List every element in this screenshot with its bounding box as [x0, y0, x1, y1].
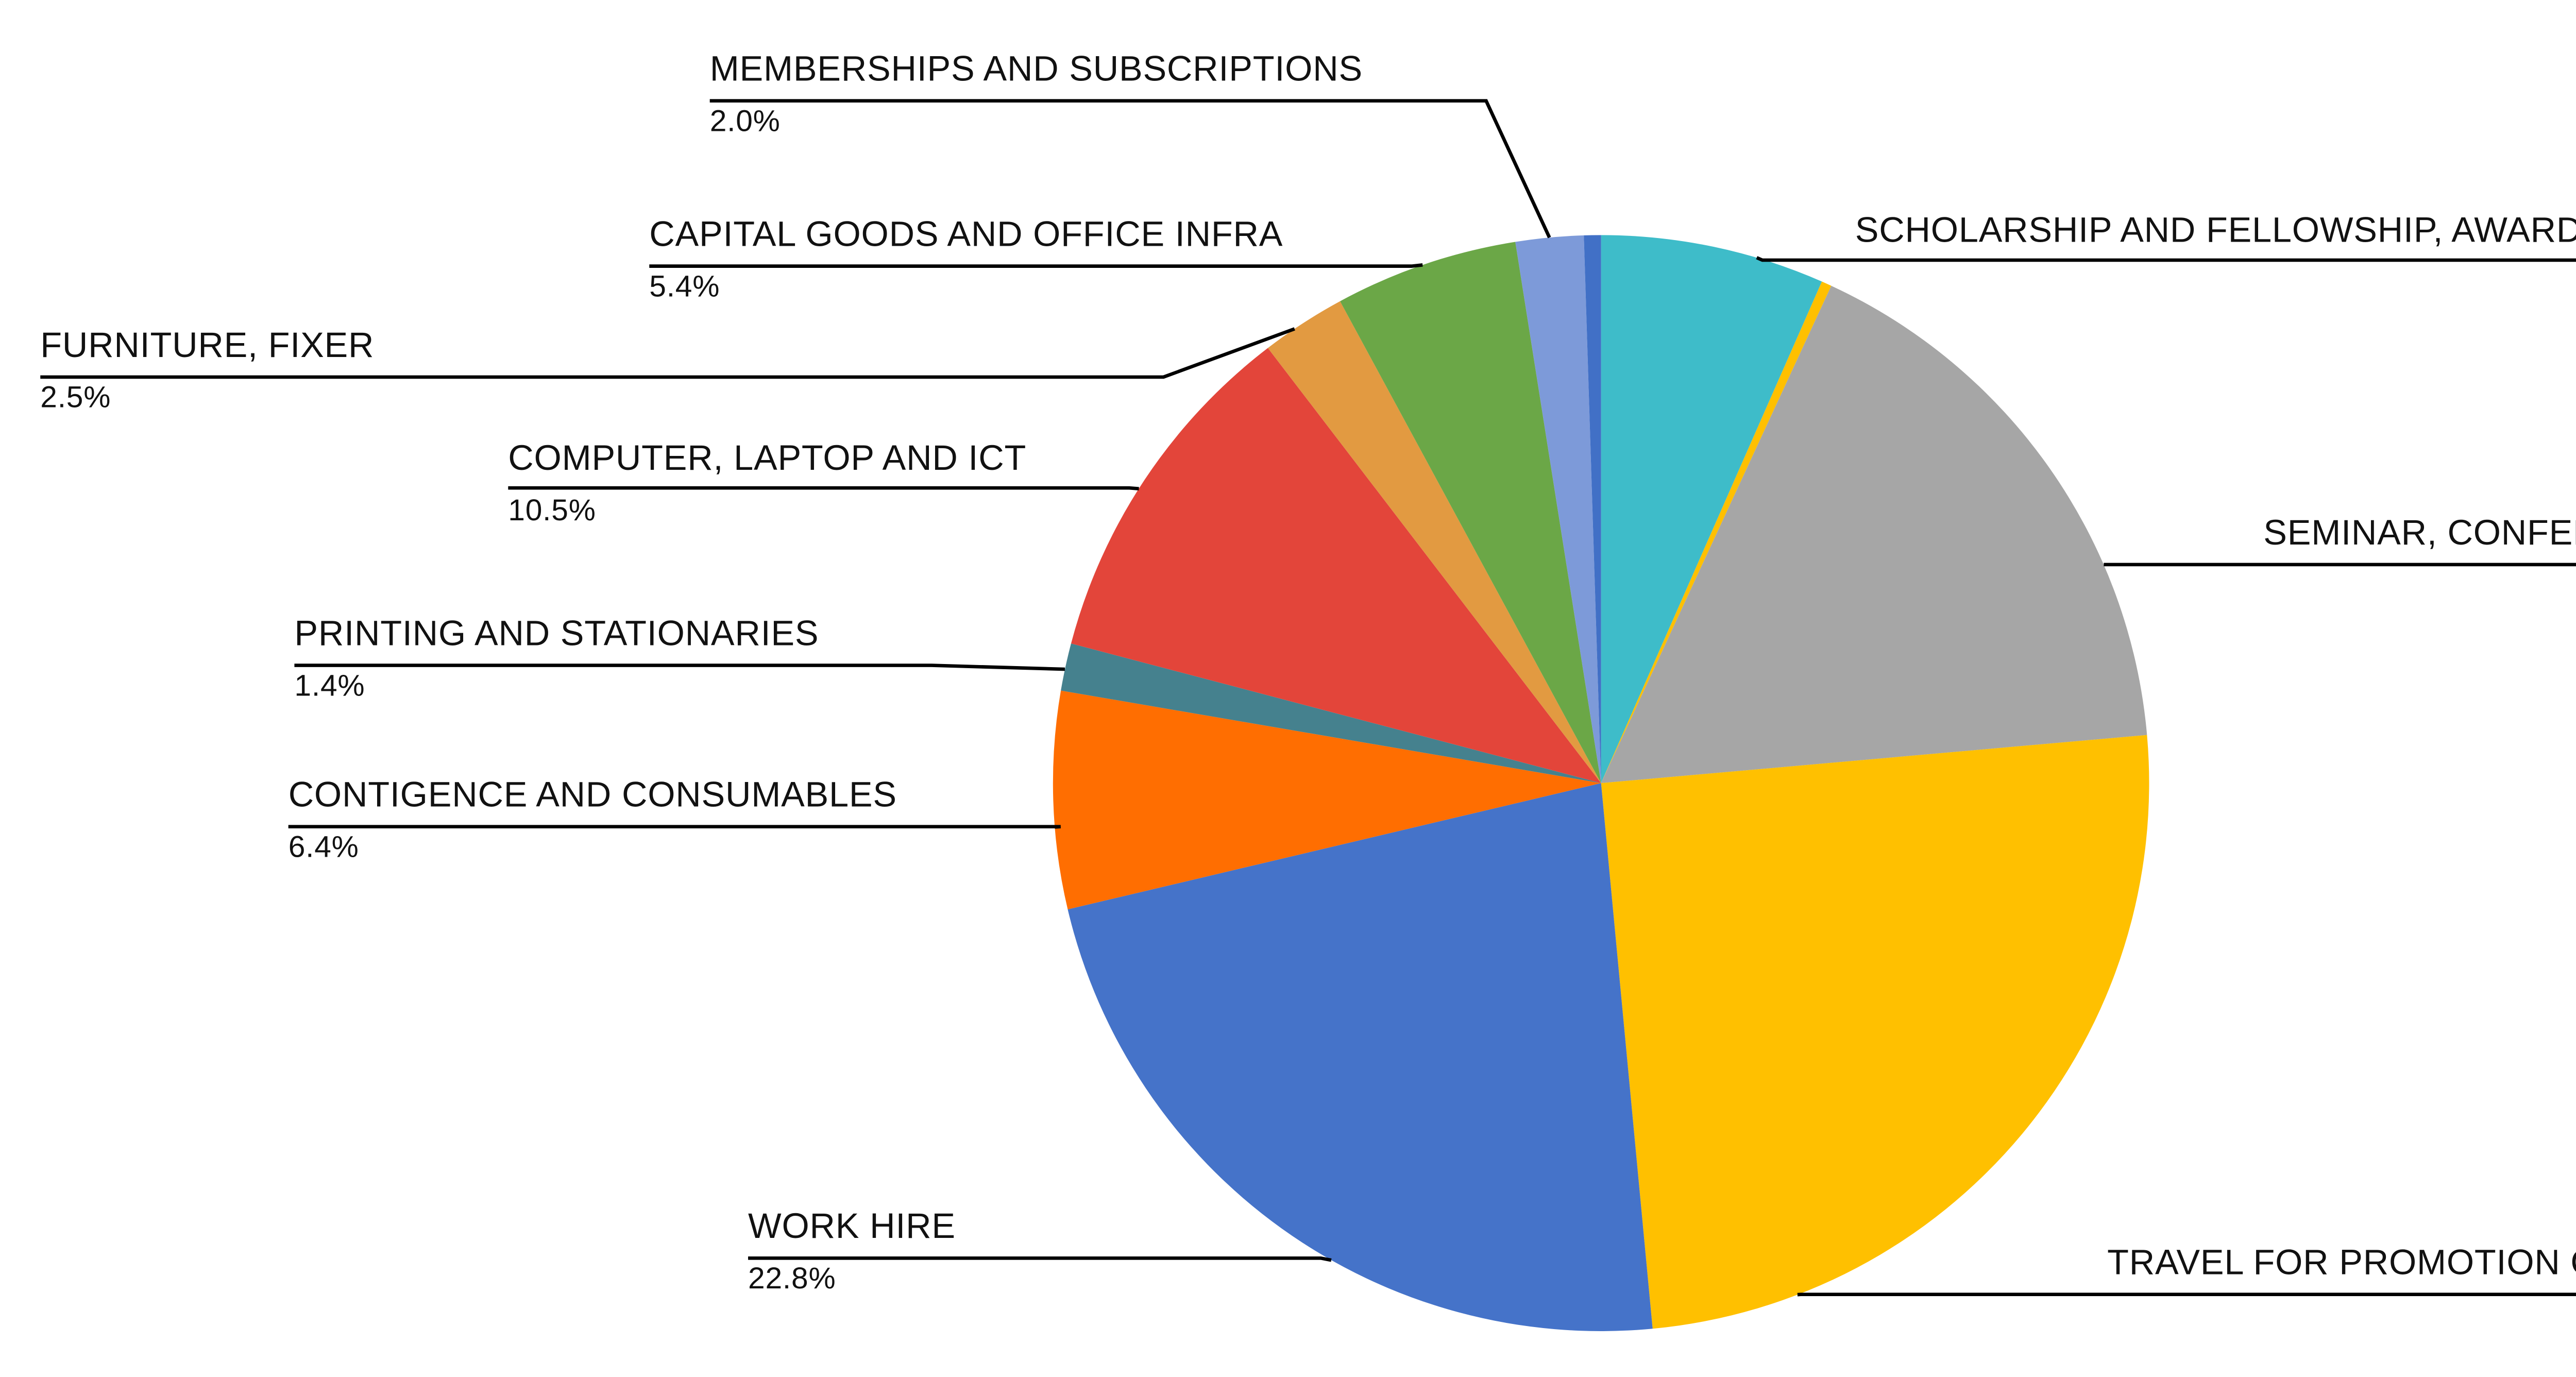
pie-slice-memberships-and-subscriptions[interactable] — [1515, 235, 1601, 784]
callout-label: CONTIGENCE AND CONSUMABLES — [288, 774, 897, 815]
callout-percent: 1.4% — [294, 669, 365, 704]
callout-label: COMPUTER, LAPTOP AND ICT — [508, 437, 1027, 478]
callout-label: WORK HIRE — [748, 1205, 956, 1246]
leader-line-work-hire — [748, 1256, 1332, 1262]
callout-label: PRINTING AND STATIONARIES — [294, 613, 819, 654]
callout-label: SEMINAR, CONFERENCE, EVENTS AND DELE... — [2263, 512, 2576, 553]
callout-percent: 5.4% — [649, 270, 720, 305]
pie-slice-contigence-and-consumables[interactable] — [1053, 690, 1601, 910]
leader-line-scholarship — [1756, 256, 2576, 262]
callout-percent: 22.8% — [748, 1262, 836, 1297]
callout-furniture: FURNITURE, FIXER 2.5% — [40, 325, 374, 417]
leader-line-furniture — [40, 327, 1295, 379]
callout-percent: 2.0% — [709, 105, 781, 140]
callout-percent: 2.5% — [40, 381, 111, 416]
callout-label: SCHOLARSHIP AND FELLOWSHIP, AWARDS, REWA… — [1855, 210, 2576, 250]
callout-percent: 16.7% — [2263, 569, 2576, 605]
callout-computer: COMPUTER, LAPTOP AND ICT 10.5% — [508, 437, 1026, 530]
callout-label: MEMBERSHIPS AND SUBSCRIPTIONS — [709, 48, 1363, 89]
callout-label: FURNITURE, FIXER — [40, 325, 375, 365]
pie-slice-work-hire[interactable] — [1067, 783, 1653, 1331]
leader-line-memberships — [709, 99, 1551, 239]
callout-work-hire: WORK HIRE 22.8% — [748, 1206, 956, 1299]
leader-line-computer — [508, 486, 1139, 491]
pie-slice-scholarship-and-fellowship-awa[interactable] — [1601, 235, 1822, 784]
pie-slice-computer-laptop-and-ict[interactable] — [1071, 348, 1601, 784]
callout-percent: 6.4% — [288, 830, 359, 865]
pie-slice-seminar-conference-events-and-[interactable] — [1601, 285, 2147, 784]
pie-slice-capital-goods-and-office-infra[interactable] — [1340, 242, 1601, 784]
pie-slice-unlabeled-1[interactable] — [1601, 281, 1832, 784]
callout-contigence: CONTIGENCE AND CONSUMABLES 6.4% — [289, 774, 897, 867]
pie-slice-unlabeled-11[interactable] — [1584, 235, 1601, 784]
leader-line-printing — [294, 664, 1065, 671]
callout-percent: 24.9% — [2107, 1299, 2576, 1335]
callout-scholarship: SCHOLARSHIP AND FELLOWSHIP, AWARDS, REWA… — [1855, 210, 2576, 302]
callout-percent: 6.6% — [1855, 266, 2576, 302]
pie-slice-furniture-fixer[interactable] — [1267, 301, 1601, 784]
callout-travel: TRAVEL FOR PROMOTION OF INTERNATIONAL RE… — [2107, 1242, 2576, 1335]
callout-capital-goods: CAPITAL GOODS AND OFFICE INFRA 5.4% — [649, 214, 1283, 307]
callout-label: CAPITAL GOODS AND OFFICE INFRA — [649, 213, 1283, 254]
callout-percent: 10.5% — [508, 494, 596, 529]
callout-seminar: SEMINAR, CONFERENCE, EVENTS AND DELE... … — [2263, 512, 2576, 605]
callout-label: TRAVEL FOR PROMOTION OF INTERNATIONAL RE… — [2107, 1242, 2576, 1283]
callout-memberships: MEMBERSHIPS AND SUBSCRIPTIONS 2.0% — [710, 48, 1363, 141]
pie-slice-travel-for-promotion-of-intern[interactable] — [1601, 735, 2149, 1329]
pie-slice-printing-and-stationaries[interactable] — [1061, 643, 1601, 784]
callout-printing: PRINTING AND STATIONARIES 1.4% — [294, 613, 819, 706]
leader-line-capital — [649, 263, 1423, 268]
